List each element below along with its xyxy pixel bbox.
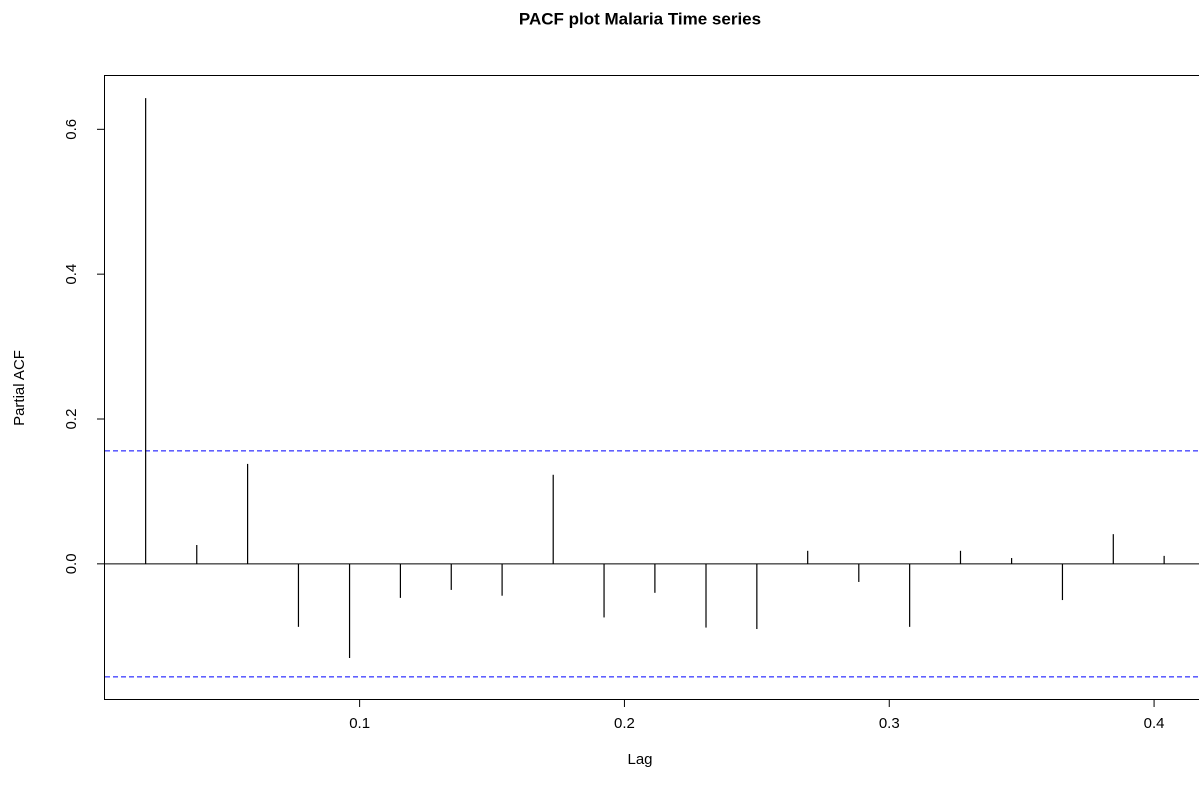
x-axis-label: Lag	[627, 751, 652, 768]
y-tick-label: 0.2	[63, 409, 80, 430]
y-tick-label: 0.0	[63, 553, 80, 574]
x-tick-label: 0.2	[614, 715, 635, 732]
x-tick-label: 0.4	[1144, 715, 1165, 732]
plot-frame	[104, 75, 1199, 700]
y-tick-label: 0.4	[63, 264, 80, 285]
chart-title: PACF plot Malaria Time series	[519, 9, 761, 28]
y-axis-label: Partial ACF	[11, 350, 28, 426]
y-tick-label: 0.6	[63, 119, 80, 140]
x-tick-label: 0.3	[879, 715, 900, 732]
x-tick-label: 0.1	[349, 715, 370, 732]
